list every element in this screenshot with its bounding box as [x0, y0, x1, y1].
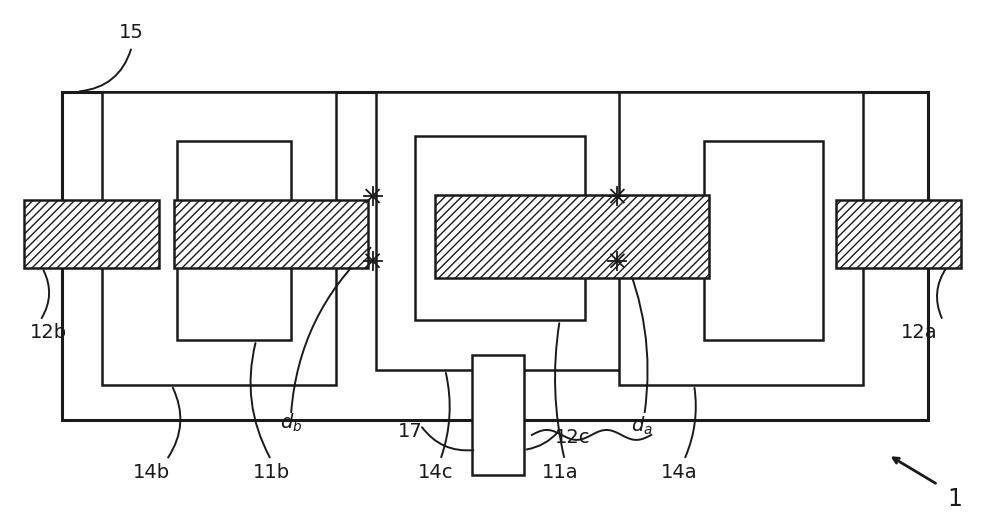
Bar [376, 92, 624, 370]
Text: 14a: 14a [661, 463, 697, 482]
Bar [836, 200, 961, 268]
Bar [24, 200, 159, 268]
Bar [177, 141, 291, 340]
Text: 17: 17 [398, 422, 423, 441]
Bar [415, 136, 585, 321]
Text: 12b: 12b [30, 324, 67, 342]
Text: 12a: 12a [901, 324, 938, 342]
Bar [704, 141, 823, 340]
Bar [102, 92, 336, 385]
Bar [435, 195, 709, 278]
Bar [62, 92, 928, 420]
Text: 14b: 14b [133, 463, 170, 482]
Text: $d_a$: $d_a$ [631, 415, 653, 437]
Text: 1: 1 [948, 486, 963, 511]
Text: 11b: 11b [253, 463, 290, 482]
Text: 12c: 12c [555, 428, 590, 447]
Text: 11a: 11a [541, 463, 578, 482]
Bar [619, 92, 863, 385]
Text: $d_b$: $d_b$ [280, 412, 302, 434]
Bar [174, 200, 368, 268]
Text: 14c: 14c [418, 463, 453, 482]
Bar [472, 355, 524, 475]
Text: 15: 15 [119, 23, 144, 42]
